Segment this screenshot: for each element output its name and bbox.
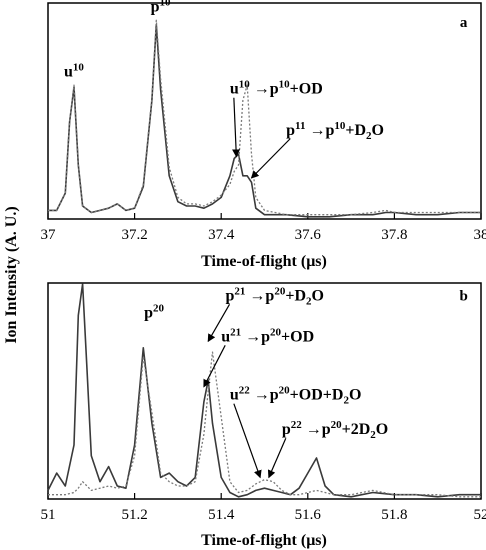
panel-b-series-2-line [48, 351, 481, 498]
panel-a-x-ticks: 37 37.2 37.4 37.6 37.8 38 [41, 213, 486, 243]
panel-b-annotation-arrow-2 [207, 303, 231, 343]
panel-a-annotation-arrow-4 [250, 138, 291, 179]
panel-b-x-tick-label: 51.4 [208, 507, 235, 523]
panel-a: 37 37.2 37.4 37.6 37.8 38 a u10 p10 u10 →p10+OD p… [41, 0, 486, 270]
panel-b-annotation-5: p22 →p20+2D2O [282, 419, 388, 441]
panel-a-annotation-4: p11 →p10+D2O [286, 120, 384, 142]
panel-a-frame [47, 2, 482, 220]
panel-b-tag: b [460, 288, 468, 304]
panel-b-series [47, 283, 481, 498]
panel-b-annotation-4: u22 →p20+OD+D2O [230, 385, 362, 407]
panel-b-x-tick-label: 51.2 [121, 507, 147, 523]
panel-b: 51 51.2 51.4 51.6 51.8 52 b p20 p21 →p20+D2O u21… [41, 282, 486, 549]
panel-b-annotation-arrow-4 [233, 403, 262, 479]
panel-a-x-tick-label: 37.4 [208, 227, 235, 243]
panel-a-annotation-2: p10 [151, 0, 171, 16]
panel-b-annotations: b p20 p21 →p20+D2O u21 →p20+OD u22 →p20+OD+D… [144, 285, 468, 479]
panel-b-frame [47, 282, 482, 500]
panel-b-annotation-arrow-5 [267, 437, 287, 479]
panel-a-tag: a [460, 15, 468, 31]
panel-a-series-1-line [48, 23, 481, 218]
panel-b-x-tick-label: 51 [41, 507, 56, 523]
panel-b-annotation-1: p20 [144, 303, 164, 322]
panel-a-annotations: a u10 p10 u10 →p10+OD p11 →p10+D2O [64, 0, 468, 179]
panel-b-annotation-arrow-3 [203, 345, 226, 388]
panel-a-annotation-1: u10 [64, 61, 84, 80]
panel-a-x-tick-label: 38 [474, 227, 486, 243]
panel-b-annotation-2: p21 →p20+D2O [226, 285, 324, 307]
panel-a-series [48, 19, 481, 218]
panel-b-series-1-line [47, 283, 481, 498]
panel-a-x-tick-label: 37 [41, 227, 57, 243]
panel-a-annotation-arrow-3 [232, 97, 241, 158]
panel-b-annotation-3: u21 →p20+OD [221, 326, 314, 345]
panel-a-x-tick-label: 37.2 [121, 227, 147, 243]
panel-a-x-tick-label: 37.8 [381, 227, 407, 243]
panel-b-x-tick-label: 51.8 [381, 507, 407, 523]
panel-a-x-tick-label: 37.6 [295, 227, 322, 243]
panel-b-x-ticks: 51 51.2 51.4 51.6 51.8 52 [41, 493, 486, 523]
panel-b-x-tick-label: 51.6 [295, 507, 322, 523]
panel-a-x-axis-label: Time-of-flight (μs) [201, 253, 327, 270]
y-axis-label: Ion Intensity (A. U.) [3, 206, 20, 343]
panel-b-x-tick-label: 52 [474, 507, 486, 523]
panel-a-series-2-line [48, 19, 481, 216]
panel-a-annotation-3: u10 →p10+OD [230, 79, 323, 98]
panel-b-x-axis-label: Time-of-flight (μs) [201, 532, 327, 549]
